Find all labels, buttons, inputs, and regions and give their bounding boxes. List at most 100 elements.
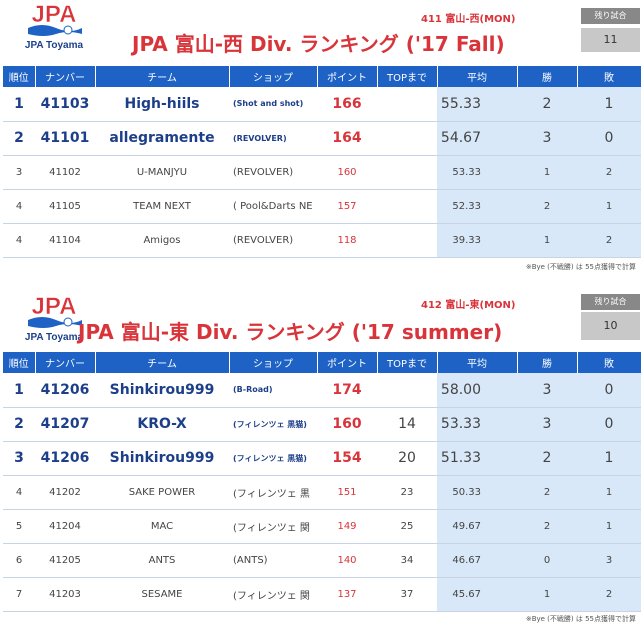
average-cell: 39.33 [437,223,517,258]
rank-cell: 4 [3,189,35,224]
team-name: KRO-X [95,407,229,442]
jpa-logo-icon: JPA [22,0,86,40]
svg-text:JPA: JPA [32,1,77,28]
table-row: 2 41207 KRO-X (フィレンツェ 黒猫) 160 14 53.33 3 0 [3,407,641,442]
to-top-cell: 37 [377,577,437,612]
to-top-cell: 20 [377,441,437,476]
header-rank: 順位 [3,66,36,87]
logo-subtitle: JPA Toyama [24,40,84,51]
table-row: 4 41105 TEAM NEXT( Pool&Darts NE 157 52.33 2 1 [3,189,641,224]
to-top-cell: 14 [377,407,437,442]
rank-cell: 4 [3,475,35,510]
number-cell: 41101 [35,121,95,156]
shop-name: ( Pool&Darts NE [229,189,317,224]
division-code: 411 富山-西(MON) [421,14,516,25]
header-team: チーム [95,66,230,87]
average-cell: 55.33 [437,87,517,122]
remaining-games-value: 11 [581,28,640,52]
shop-name: (フィレンツェ 黒猫) [229,407,317,442]
shop-name: (フィレンツェ 関 [229,577,317,612]
number-cell: 41102 [35,155,95,190]
bye-note: ※Bye (不戦勝) は 55点獲得で計算 [525,615,636,623]
average-cell: 58.00 [437,373,517,408]
points-cell: 160 [317,155,377,190]
number-cell: 41103 [35,87,95,122]
table-row: 3 41206 Shinkirou999 (フィレンツェ 黒猫) 154 20 51.33 2… [3,441,641,476]
wins-cell: 2 [517,441,577,476]
points-cell: 118 [317,223,377,258]
svg-text:JPA: JPA [32,293,77,320]
division-code: 412 富山-東(MON) [421,300,516,311]
wins-cell: 3 [517,373,577,408]
team-name: U-MANJYU [95,155,229,190]
points-cell: 149 [317,509,377,544]
team-name: MAC [95,509,229,544]
table-row: 7 41203 SESAME (フィレンツェ 関 137 37 45.67 1 2 [3,577,641,612]
division-section-west: JPA JPA Toyama 411 富山-西(MON) JPA 富山-西 Di… [0,0,644,276]
average-cell: 53.33 [437,155,517,190]
number-cell: 41206 [35,441,95,476]
to-top-cell: 23 [377,475,437,510]
losses-cell: 1 [577,475,641,510]
jpa-logo: JPA JPA Toyama [22,292,86,348]
shop-name: (REVOLVER) [229,155,317,190]
jpa-logo-icon: JPA [22,292,86,332]
header-shop: ショップ [229,66,318,87]
shop-name: (フィレンツェ 黒猫) [229,441,317,476]
shop-name: (B-Road) [229,373,317,408]
wins-cell: 2 [517,189,577,224]
wins-cell: 2 [517,475,577,510]
table-row: 5 41204 MAC (フィレンツェ 関 149 25 49.67 2 1 [3,509,641,544]
table-row: 3 41102 U-MANJYU (REVOLVER) 160 53.33 1 2 [3,155,641,190]
losses-cell: 1 [577,87,641,122]
wins-cell: 2 [517,87,577,122]
header-points: ポイント [317,352,378,373]
losses-cell: 0 [577,407,641,442]
losses-cell: 3 [577,543,641,578]
points-cell: 140 [317,543,377,578]
points-cell: 154 [317,441,377,476]
division-section-east: JPA JPA Toyama 412 富山-東(MON) JPA 富山-東 Di… [0,290,644,633]
table-header-row: 順位 ナンバー チーム ショップ ポイント TOPまで 平均 勝 敗 [3,352,642,373]
wins-cell: 3 [517,121,577,156]
team-name: Shinkirou999 [95,373,229,408]
number-cell: 41105 [35,189,95,224]
points-cell: 157 [317,189,377,224]
average-cell: 45.67 [437,577,517,612]
rank-cell: 1 [3,87,35,122]
header-wins: 勝 [517,352,578,373]
table-row: 4 41202 SAKE POWER (フィレンツェ 黒 151 23 50.33 2 1 [3,475,641,510]
average-cell: 49.67 [437,509,517,544]
losses-cell: 2 [577,155,641,190]
losses-cell: 2 [577,577,641,612]
points-cell: 137 [317,577,377,612]
average-cell: 52.33 [437,189,517,224]
header-losses: 敗 [577,66,642,87]
table-row: 4 41104 Amigos (REVOLVER) 118 39.33 1 2 [3,223,641,258]
remaining-games-label: 残り試合 [581,294,640,310]
rank-cell: 3 [3,441,35,476]
team-name: TEAM NEXT [95,189,229,224]
header-team: チーム [95,352,230,373]
wins-cell: 2 [517,509,577,544]
points-cell: 160 [317,407,377,442]
losses-cell: 1 [577,189,641,224]
points-cell: 174 [317,373,377,408]
header-shop: ショップ [229,352,318,373]
header-average: 平均 [437,352,518,373]
average-cell: 50.33 [437,475,517,510]
team-name: allegramente [95,121,229,156]
rank-cell: 6 [3,543,35,578]
bye-note: ※Bye (不戦勝) は 55点獲得で計算 [525,263,636,271]
header-number: ナンバー [35,66,96,87]
rank-cell: 7 [3,577,35,612]
points-cell: 166 [317,87,377,122]
number-cell: 41207 [35,407,95,442]
header-losses: 敗 [577,352,642,373]
logo-subtitle: JPA Toyama [24,332,84,343]
shop-name: (フィレンツェ 黒 [229,475,317,510]
header-average: 平均 [437,66,518,87]
wins-cell: 3 [517,407,577,442]
rank-cell: 2 [3,121,35,156]
page-title: JPA 富山-西 Div. ランキング ('17 Fall) [132,32,505,56]
